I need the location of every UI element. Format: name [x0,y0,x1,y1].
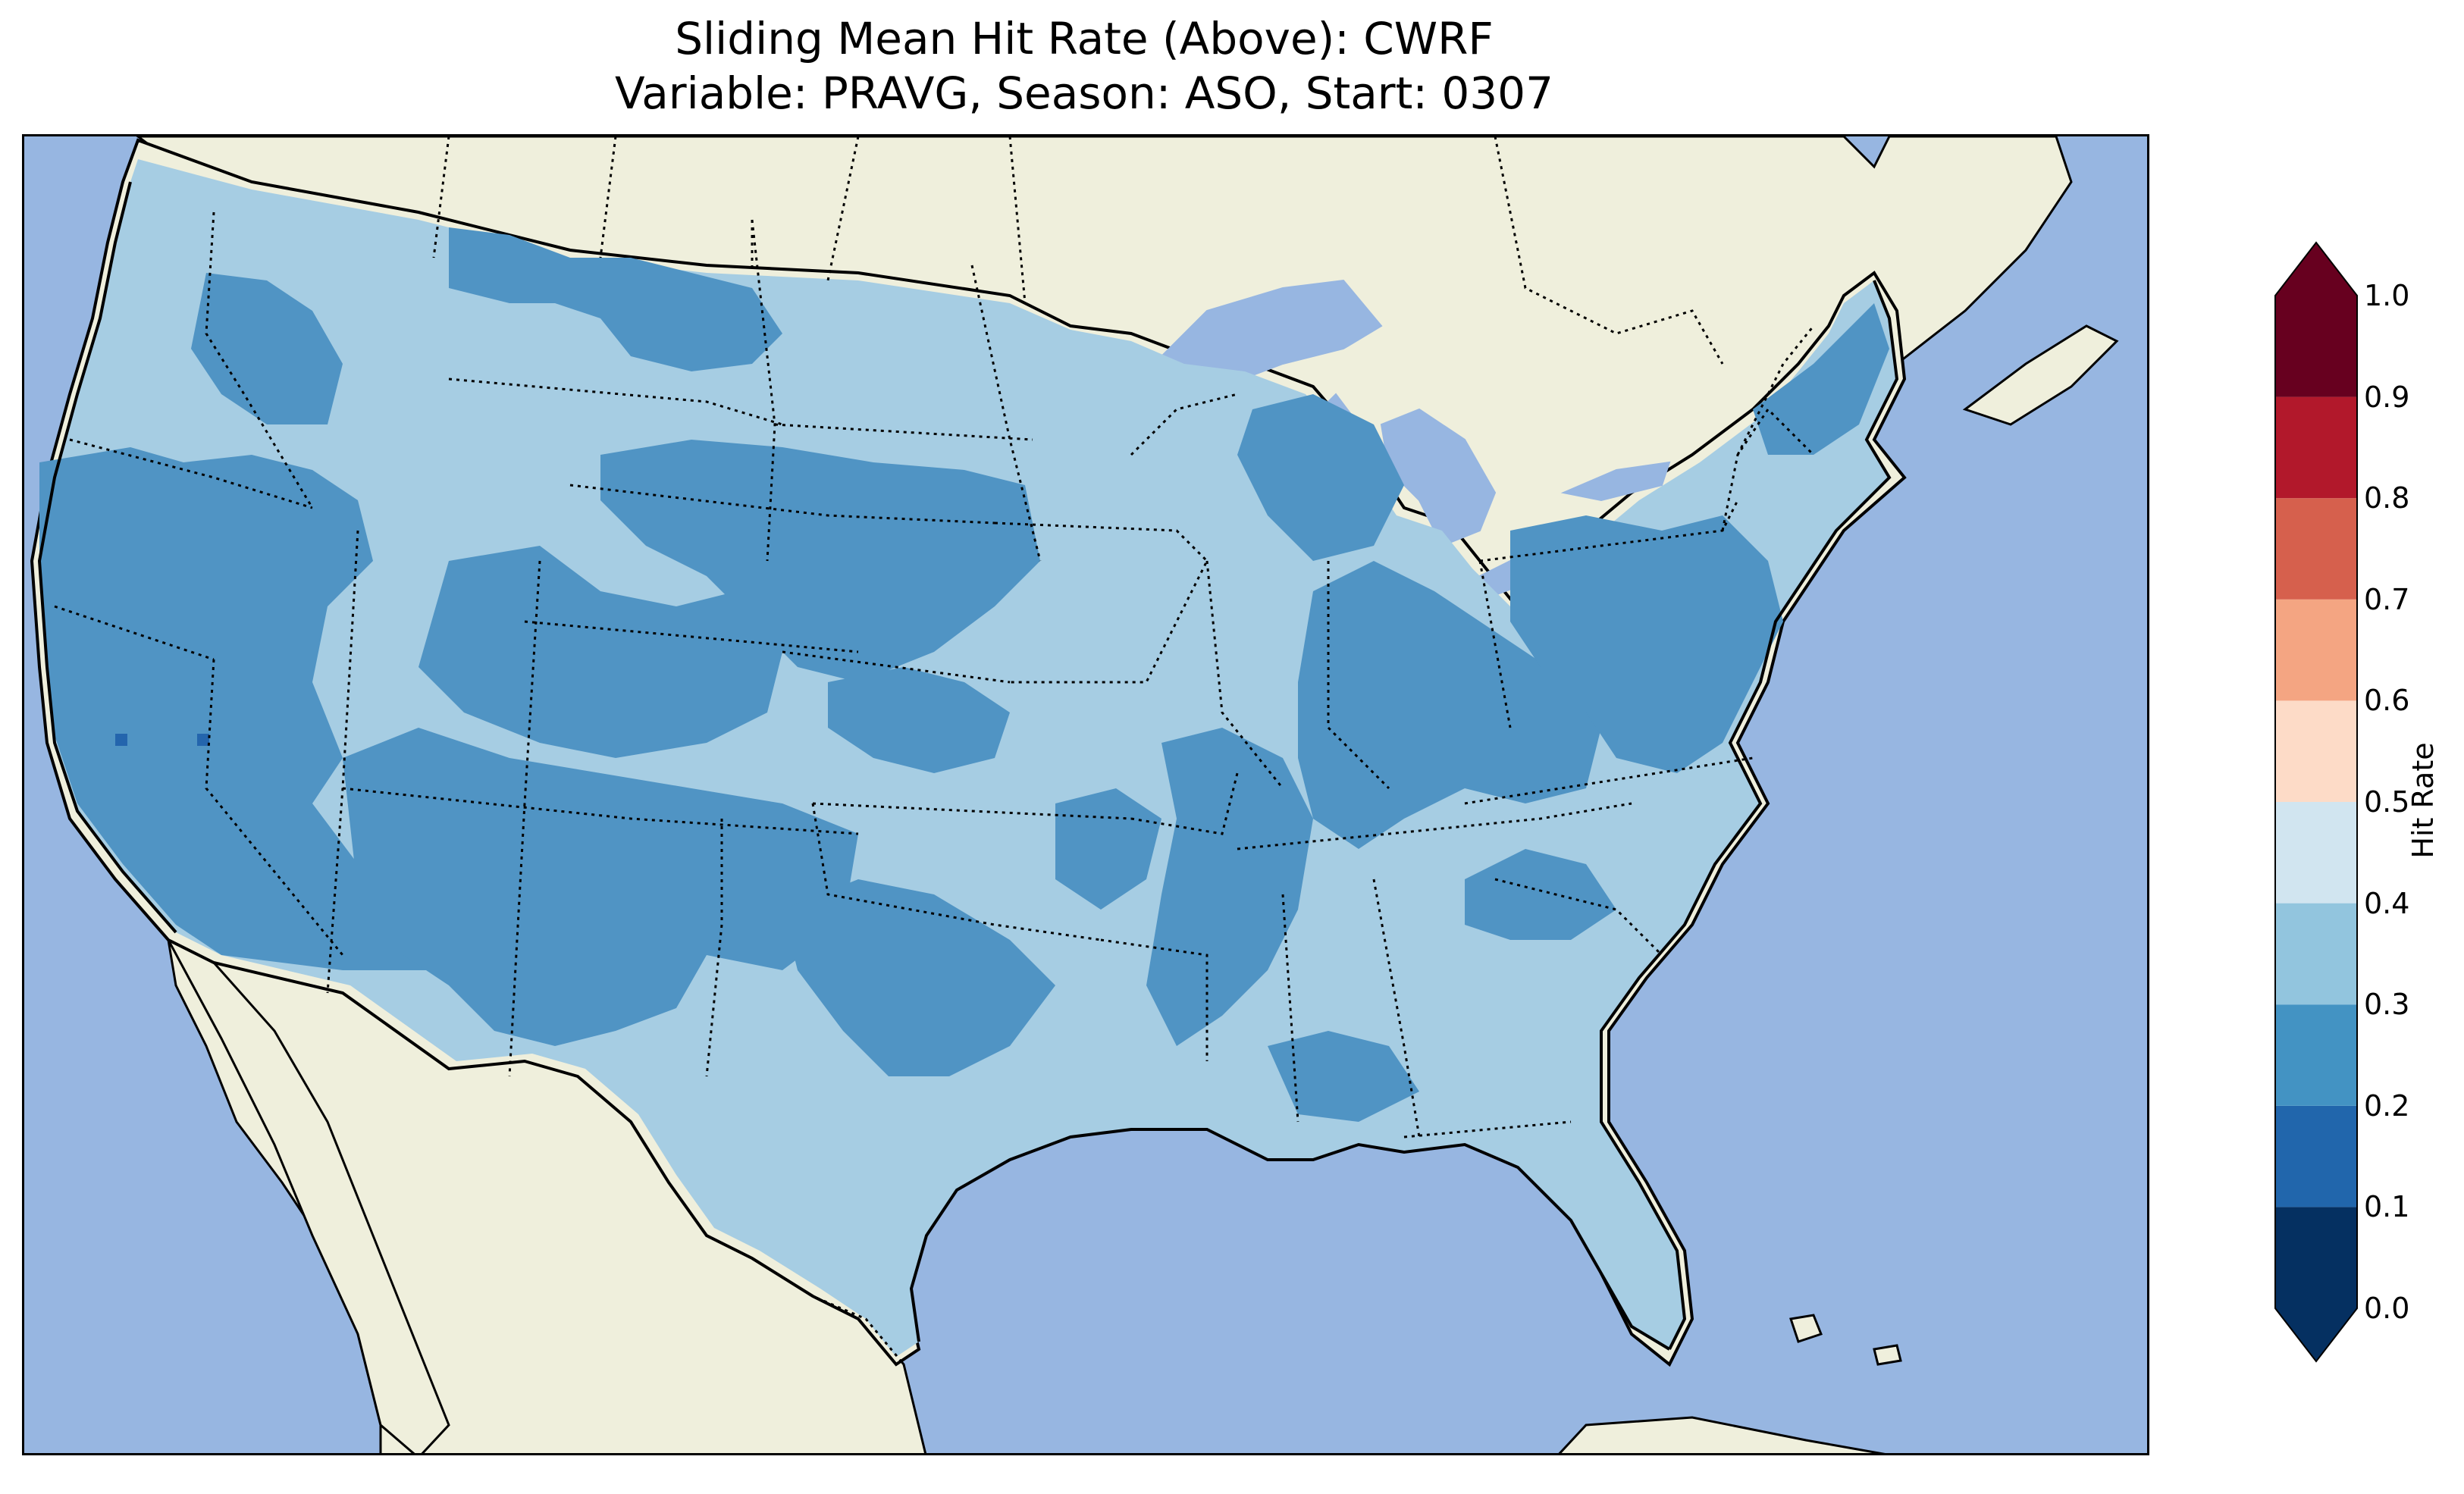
state-border-mo-ar [1130,772,1239,835]
colorbar-bin-2 [2274,1004,2358,1106]
colorbar-tick-label: 0.7 [2364,582,2410,616]
patch-new-england [1753,303,1889,455]
coastlines [37,181,1899,1351]
patch-plains [600,440,1040,682]
colorbar-tick-label: 0.6 [2364,684,2410,718]
patch-kansas [828,667,1010,773]
colorbar-bin-8 [2274,396,2358,499]
cell-california-2 [197,734,209,746]
bahamas-island-2 [1873,1344,1902,1366]
state-border-il-in [1205,560,1284,789]
patch-pennsylvania [1510,515,1783,773]
border-canada-provinces [432,136,1724,365]
map-panel [22,134,2149,1455]
colorbar-outline [2274,241,2358,1363]
coast-west [37,181,177,934]
patch-michigan [1237,394,1404,561]
colorbar-tick-label: 0.0 [2364,1292,2410,1325]
colorbar-tick-label: 0.1 [2364,1190,2410,1224]
colorbar-tick-label: 0.3 [2364,988,2410,1022]
map-canvas [24,136,2147,1453]
state-border-ca-nv [205,659,344,956]
colorbar-bin-3 [2274,903,2358,1005]
patch-carolina [1465,849,1616,940]
colorbar-bin-5 [2274,700,2358,802]
field-level-0-1-0-2 [115,734,209,746]
colorbar-tick-label: 0.2 [2364,1088,2410,1123]
colorbar-svg [2274,241,2358,1363]
cuba [1558,1416,1886,1453]
state-border-ga-fl [1403,1120,1572,1139]
patch-gulf-coast [1268,1031,1419,1122]
colorbar [2274,241,2358,1363]
state-border-ms-al [1281,894,1299,1123]
colorbar-label: Hit Rate [2406,742,2440,859]
lake-ontario [1560,461,1671,502]
bahamas-island [1789,1314,1823,1343]
cell-california-1 [115,734,127,746]
patch-montana [449,227,782,371]
patch-oklahoma [1055,788,1161,910]
state-border-ar-la [1100,938,1208,1061]
patch-ohio-valley [1298,561,1601,849]
state-border-az-nm [508,803,526,1077]
map-title-line-2: Variable: PRAVG, Season: ASO, Start: 030… [615,67,1553,119]
country-borders [213,136,1724,1365]
state-border-sd-ne [569,484,995,525]
patch-texas [782,879,1055,1076]
state-border-nd-sd [774,423,1033,441]
state-border-ks-ok [812,802,1132,820]
coast-east [1600,280,1899,1350]
coast-gulf [909,1128,1671,1351]
field-level-0-2-0-3 [39,227,1889,1122]
state-border-va-nc [1464,756,1754,805]
state-borders [54,211,1815,1139]
state-border-id [205,211,314,509]
patch-sw [343,728,858,1046]
state-border-oh-pa [1478,560,1512,728]
state-border-ne-states [1721,407,1815,531]
map-title-line-1: Sliding Mean Hit Rate (Above): CWRF [675,13,1494,64]
state-border-or-ca [54,605,215,661]
colorbar-bin-7 [2274,498,2358,600]
state-border-4corners [342,787,859,835]
patch-mississippi [1146,728,1313,1046]
state-border-dakotas [751,219,776,562]
state-border-ok-tx [811,803,1102,941]
patch-utah [419,546,782,758]
state-border-al-ga [1372,879,1421,1138]
colorbar-extend-under [2274,1308,2358,1361]
colorbar-bin-9 [2274,296,2358,397]
state-border-tx-nm [705,924,723,1077]
colorbar-tick-label: 0.9 [2364,380,2410,414]
colorbar-tick-label: 0.8 [2364,481,2410,515]
colorbar-tick-label: 1.0 [2364,279,2410,312]
colorbar-tick-label: 0.4 [2364,886,2410,920]
state-border-ne-ks [782,650,1011,684]
colorbar-bin-4 [2274,802,2358,904]
baja-california [165,937,450,1453]
nova-scotia [1962,324,2119,426]
state-border-ut-co [523,560,541,804]
state-border-ia-mo [994,521,1208,684]
patch-california [39,447,494,970]
state-border-nc-sc [1494,878,1663,957]
state-border-mt-wy [448,377,783,426]
colorbar-bin-0 [2274,1207,2358,1308]
state-border-co-ks [524,620,859,653]
colorbar-tick-label: 0.5 [2364,785,2410,819]
state-border-tn-ky [1237,802,1632,850]
state-border-in-oh [1327,561,1390,790]
patch-idaho [191,273,343,424]
colorbar-bin-1 [2274,1105,2358,1207]
colorbar-bin-6 [2274,599,2358,701]
colorbar-extend-over [2274,243,2358,296]
hit-rate-field [39,159,1897,1357]
